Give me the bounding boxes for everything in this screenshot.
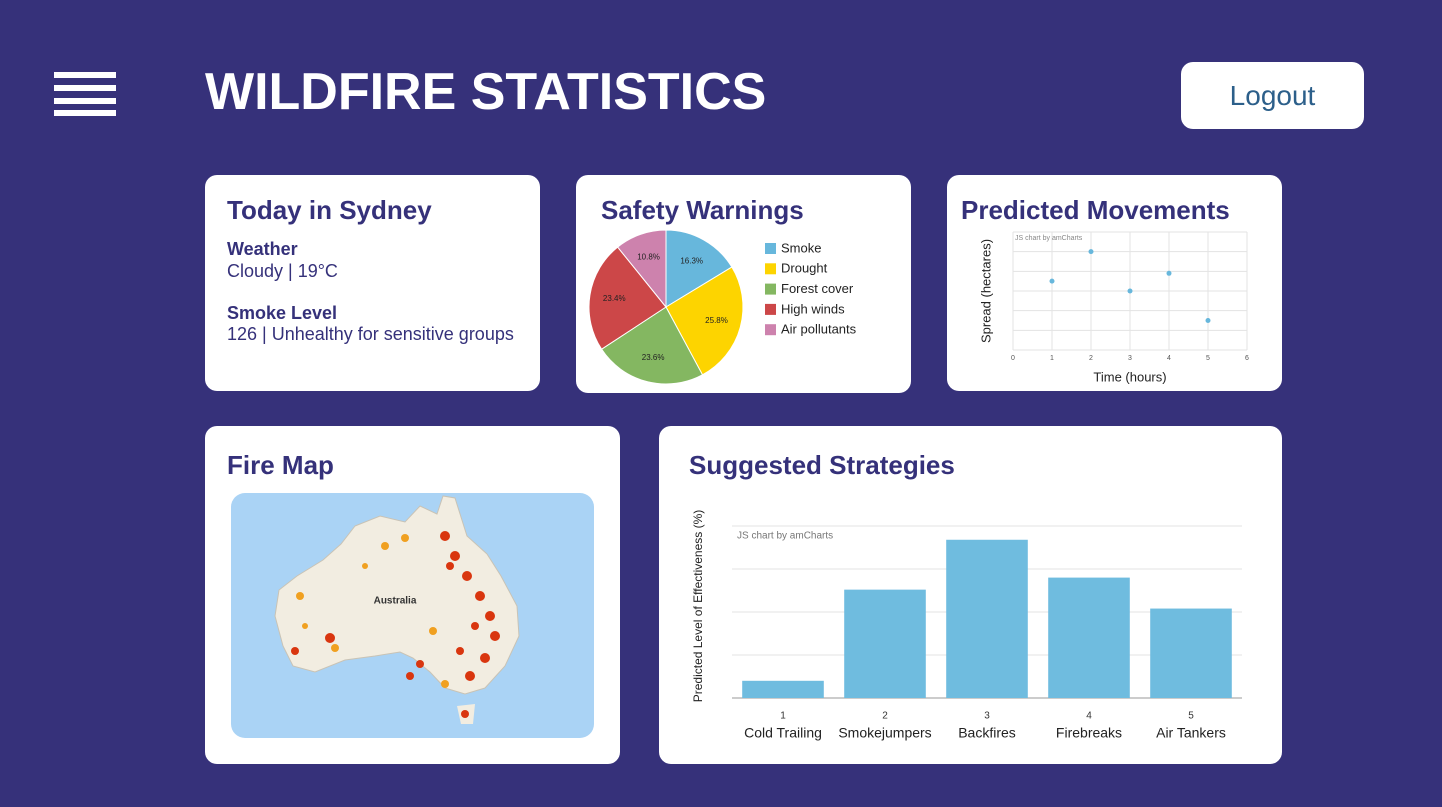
- pie-slice: [600, 306, 704, 385]
- legend-swatch: [765, 263, 776, 275]
- x-category-name: Firebreaks: [1056, 725, 1122, 741]
- chart: 0 1 2 3 4 5 6 JS chart by amCharts Time (hours) S…: [978, 231, 1249, 384]
- watermark: JS chart by amCharts: [737, 531, 833, 542]
- map: Australia: [231, 493, 594, 738]
- x-axis-title: Time (hours): [1093, 369, 1166, 384]
- x-tick-label: 2: [1089, 355, 1093, 362]
- y-axis-title: Predicted Level of Effectiveness (%): [691, 510, 705, 703]
- bar: [742, 680, 824, 698]
- pie-slice: [665, 229, 733, 308]
- card-title: Predicted Movements: [961, 195, 1230, 225]
- map-card: Fire Map Australia: [205, 426, 620, 764]
- x-tick-label: 4: [1167, 355, 1171, 362]
- legend-label: Air pollutants: [781, 322, 857, 337]
- bar: [1150, 608, 1232, 698]
- x-category-name: Cold Trailing: [744, 725, 822, 741]
- x-category-name: Smokejumpers: [838, 725, 931, 741]
- logout-button[interactable]: Logout: [1181, 62, 1364, 129]
- x-tick-label: 4: [1086, 711, 1092, 722]
- map-label: Australia: [374, 596, 417, 607]
- bar-card: JS chart by amCharts Predicted Level of E…: [659, 426, 1282, 764]
- scatter-point: [1127, 288, 1133, 294]
- x-tick-label: 3: [1128, 355, 1132, 362]
- y-axis-title: Spread (hectares): [978, 239, 993, 343]
- x-tick-label: 6: [1245, 355, 1249, 362]
- weather-label: Weather: [227, 239, 298, 259]
- x-tick-label: 1: [1050, 355, 1054, 362]
- legend-label: Forest cover: [781, 281, 854, 296]
- scatter-point: [1049, 278, 1055, 284]
- scatter-point: [1088, 249, 1094, 255]
- slice-label: 23.6%: [642, 353, 665, 362]
- scatter-card: 0 1 2 3 4 5 6 JS chart by amCharts Time (hours) S…: [947, 175, 1282, 391]
- x-category-name: Air Tankers: [1156, 725, 1226, 741]
- watermark: JS chart by amCharts: [1015, 235, 1083, 242]
- card-title: Fire Map: [227, 450, 334, 480]
- legend-label: High winds: [781, 301, 845, 316]
- x-tick-label: 1: [780, 711, 786, 722]
- slice-label: 25.8%: [705, 316, 728, 325]
- pie-card: 16.3% Smoke 25.8% Drought 23.6% Forest cover 2…: [576, 175, 911, 393]
- today-card: Today in Sydney Weather Cloudy | 19°C Sm…: [205, 175, 540, 391]
- x-tick-label: 2: [882, 711, 888, 722]
- pie-slice: [588, 246, 667, 350]
- bar: [1048, 577, 1130, 698]
- weather-value: Cloudy | 19°C: [227, 261, 338, 281]
- pie-slice: [616, 229, 667, 309]
- card-title: Safety Warnings: [601, 195, 804, 225]
- bar: [844, 589, 926, 698]
- smoke-value: 126 | Unhealthy for sensitive groups: [227, 324, 514, 344]
- page-title: WILDFIRE STATISTICS: [205, 63, 767, 121]
- slice-label: 23.4%: [603, 294, 626, 303]
- chart: JS chart by amCharts Predicted Level of E…: [691, 510, 1242, 741]
- legend-swatch: [765, 243, 776, 254]
- bar: [946, 539, 1028, 698]
- legend-swatch: [765, 324, 776, 336]
- x-category-name: Backfires: [958, 725, 1016, 741]
- slice-label: 16.3%: [680, 256, 703, 265]
- x-tick-label: 5: [1188, 711, 1194, 722]
- card-title: Suggested Strategies: [689, 450, 955, 480]
- legend-label: Smoke: [781, 240, 821, 255]
- legend-swatch: [765, 303, 776, 315]
- x-tick-label: 3: [984, 711, 990, 722]
- scatter-point: [1205, 318, 1211, 323]
- scatter-point: [1166, 270, 1172, 276]
- menu-icon[interactable]: [54, 72, 116, 116]
- x-tick-label: 5: [1206, 355, 1210, 362]
- card-title: Today in Sydney: [227, 195, 432, 225]
- chart: 16.3% Smoke 25.8% Drought 23.6% Forest cover 2…: [588, 229, 857, 385]
- smoke-label: Smoke Level: [227, 303, 338, 323]
- legend-label: Drought: [781, 261, 828, 276]
- pie-slice: [665, 266, 744, 376]
- x-tick-label: 0: [1011, 355, 1015, 362]
- slice-label: 10.8%: [637, 253, 660, 262]
- legend-swatch: [765, 283, 776, 295]
